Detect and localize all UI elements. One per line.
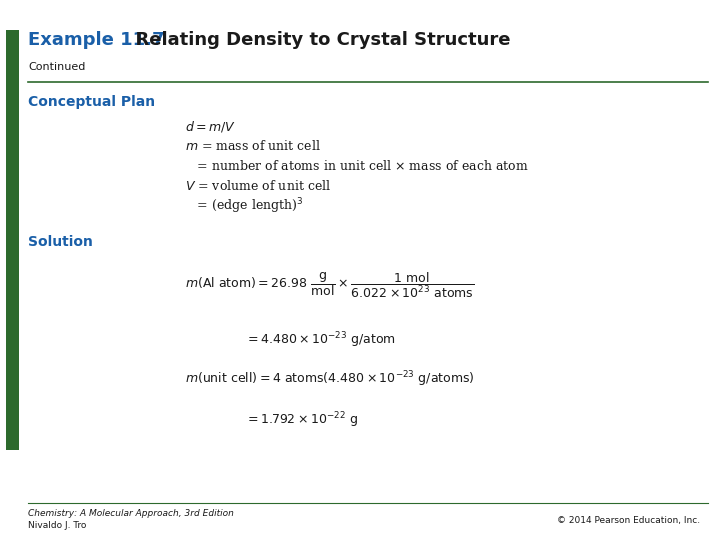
Text: $m\mathrm{(unit\ cell)} = 4\ \mathrm{atoms}(4.480 \times 10^{-23}\ \mathrm{g/ato: $m\mathrm{(unit\ cell)} = 4\ \mathrm{ato… <box>185 369 474 389</box>
Text: © 2014 Pearson Education, Inc.: © 2014 Pearson Education, Inc. <box>557 516 700 524</box>
Text: Example 11.7: Example 11.7 <box>28 31 164 49</box>
Text: Relating Density to Crystal Structure: Relating Density to Crystal Structure <box>123 31 510 49</box>
Text: Nivaldo J. Tro: Nivaldo J. Tro <box>28 522 86 530</box>
Text: Conceptual Plan: Conceptual Plan <box>28 95 155 109</box>
Text: $m\mathrm{(Al\ atom)} = 26.98\ \dfrac{\mathrm{g}}{\mathrm{mol}} \times \dfrac{1\: $m\mathrm{(Al\ atom)} = 26.98\ \dfrac{\m… <box>185 271 474 300</box>
Text: $= 1.792 \times 10^{-22}\ \mathrm{g}$: $= 1.792 \times 10^{-22}\ \mathrm{g}$ <box>245 410 358 430</box>
Text: $V$ = volume of unit cell: $V$ = volume of unit cell <box>185 179 331 193</box>
Text: Solution: Solution <box>28 235 93 249</box>
Text: Chemistry: A Molecular Approach, 3rd Edition: Chemistry: A Molecular Approach, 3rd Edi… <box>28 510 234 518</box>
Text: $= 4.480 \times 10^{-23}\ \mathrm{g/atom}$: $= 4.480 \times 10^{-23}\ \mathrm{g/atom… <box>245 330 396 350</box>
Text: $m$ = mass of unit cell: $m$ = mass of unit cell <box>185 139 321 153</box>
Bar <box>6 30 19 450</box>
Text: = number of atoms in unit cell $\times$ mass of each atom: = number of atoms in unit cell $\times$ … <box>185 159 528 173</box>
Text: Continued: Continued <box>28 62 86 72</box>
Text: $d = m/V$: $d = m/V$ <box>185 118 236 133</box>
Text: = (edge length)$^3$: = (edge length)$^3$ <box>185 196 303 216</box>
